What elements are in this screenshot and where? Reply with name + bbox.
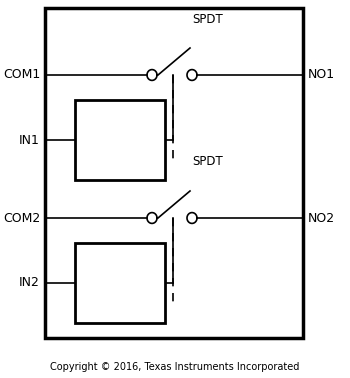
Bar (45, 8, 303, 338)
Text: Copyright © 2016, Texas Instruments Incorporated: Copyright © 2016, Texas Instruments Inco… (50, 362, 300, 372)
Bar (75, 243, 165, 323)
Text: IN1: IN1 (19, 133, 40, 147)
Text: SPDT: SPDT (192, 155, 223, 168)
Text: COM2: COM2 (3, 212, 40, 225)
Text: COM1: COM1 (3, 68, 40, 82)
Text: Logic
Control: Logic Control (97, 126, 142, 154)
Text: Logic
Control: Logic Control (97, 269, 142, 297)
Text: SPDT: SPDT (192, 13, 223, 26)
Text: NO1: NO1 (308, 68, 335, 82)
Text: IN2: IN2 (19, 276, 40, 290)
Bar (75, 100, 165, 180)
Text: NO2: NO2 (308, 212, 335, 225)
